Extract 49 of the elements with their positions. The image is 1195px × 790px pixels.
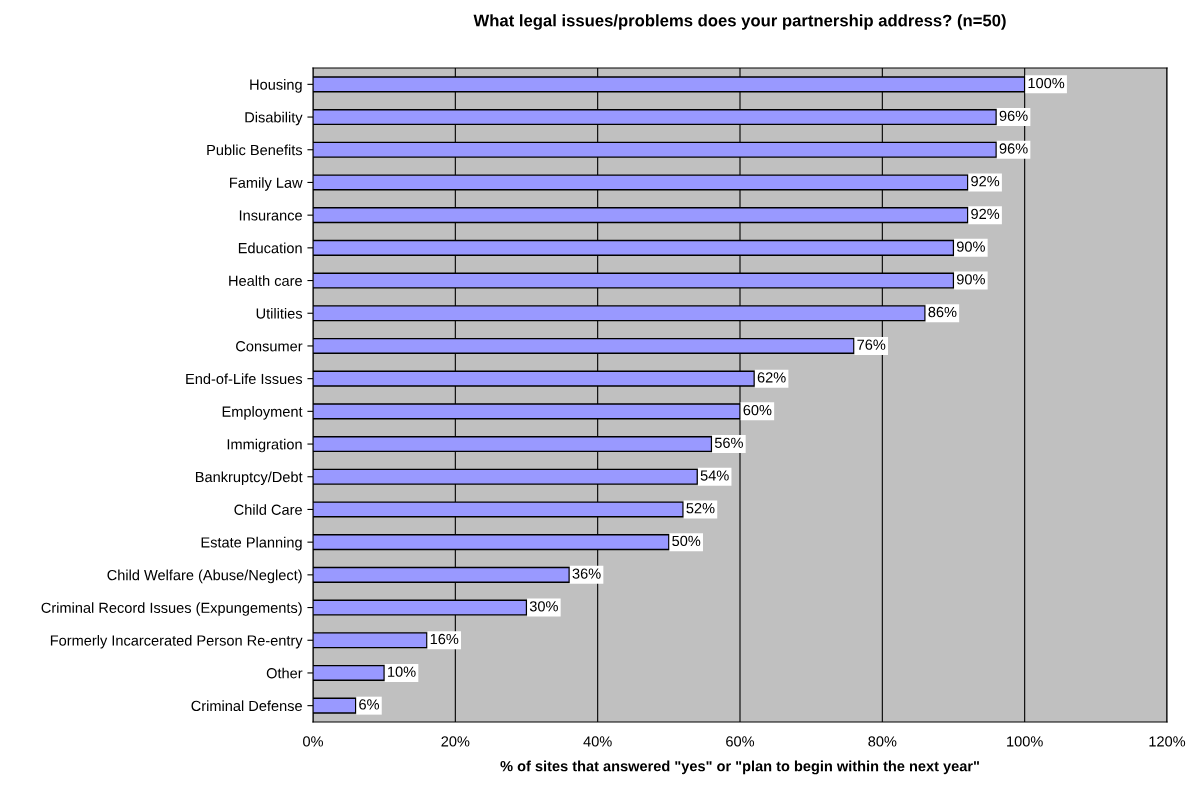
x-tick-label: 120% <box>1149 736 1186 747</box>
data-label: 96% <box>999 110 1028 121</box>
data-label: 100% <box>1028 77 1065 89</box>
data-label: 90% <box>956 274 985 285</box>
y-tick-label: Bankruptcy/Debt <box>195 471 303 486</box>
y-tick-label: Housing <box>250 79 302 93</box>
x-tick-label: 40% <box>583 736 612 747</box>
y-tick-label: Consumer <box>236 341 303 352</box>
y-tick-label: Child Welfare (Abuse/Neglect) <box>107 569 302 584</box>
x-tick-label: 0% <box>303 736 324 747</box>
data-label: 56% <box>714 437 743 448</box>
y-tick-label: Immigration <box>227 438 302 453</box>
y-tick-label: Criminal Record Issues (Expungements) <box>41 602 302 616</box>
x-axis-title: % of sites that answered "yes" or "plan to begin within the next year" <box>500 760 979 775</box>
y-tick-label: Criminal Defense <box>191 700 302 712</box>
x-tick-label: 80% <box>868 736 897 747</box>
y-tick-label: End-of-Life Issues <box>186 373 303 385</box>
data-label: 90% <box>956 241 985 252</box>
data-label: 62% <box>757 372 786 383</box>
y-tick-label: Employment <box>222 406 303 420</box>
data-label: 6% <box>359 699 380 710</box>
data-label: 10% <box>388 666 416 677</box>
data-label: 96% <box>999 143 1028 154</box>
data-label: 52% <box>686 503 715 514</box>
y-tick-label: Public Benefits <box>207 144 303 156</box>
chart-title: What legal issues/problems does your partnership address? (n=50) <box>473 14 1006 30</box>
data-label: 50% <box>672 535 701 547</box>
data-label: 92% <box>971 208 1000 220</box>
y-tick-label: Education <box>238 242 302 254</box>
y-tick-label: Disability <box>245 111 303 126</box>
y-tick-label: Family Law <box>230 177 303 191</box>
y-tick-label: Estate Planning <box>201 536 302 551</box>
data-label: 92% <box>971 176 1000 187</box>
data-label: 86% <box>928 306 957 318</box>
x-tick-label: 60% <box>726 736 755 747</box>
y-tick-label: Formerly Incarcerated Person Re-entry <box>50 634 303 649</box>
x-tick-label: 20% <box>441 736 470 747</box>
y-tick-label: Health care <box>229 275 302 286</box>
data-label: 60% <box>743 404 772 416</box>
data-label: 16% <box>430 633 459 645</box>
data-label: 30% <box>529 601 558 612</box>
data-label: 76% <box>857 339 886 350</box>
data-label: 54% <box>700 470 729 481</box>
data-label: 36% <box>572 568 601 579</box>
y-tick-label: Insurance <box>239 210 302 221</box>
x-tick-label: 100% <box>1007 736 1043 747</box>
y-tick-label: Child Care <box>234 504 302 515</box>
y-tick-label: Other <box>266 667 303 679</box>
y-tick-label: Utilities <box>256 307 303 319</box>
